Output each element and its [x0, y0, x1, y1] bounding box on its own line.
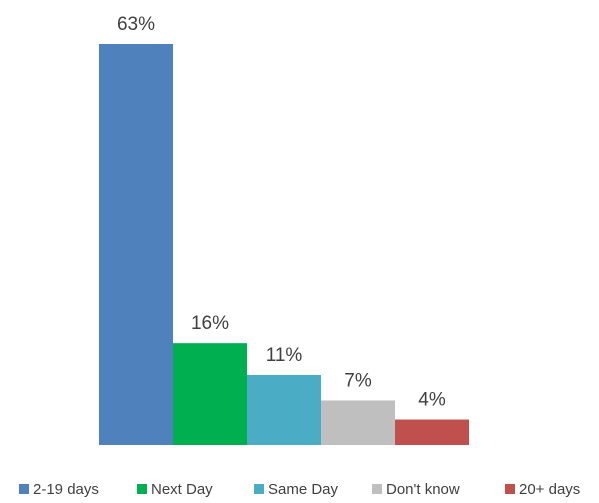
bar-don-t-know: [321, 400, 395, 445]
bars-group: [99, 44, 469, 445]
legend-label-next-day: Next Day: [151, 481, 213, 498]
legend-swatch-same-day: [254, 484, 264, 494]
data-label-2-19-days: 63%: [117, 14, 155, 35]
data-label-don-t-know: 7%: [344, 370, 372, 391]
legend-label-2-19-days: 2-19 days: [33, 481, 99, 498]
data-label-20-days: 4%: [418, 390, 446, 411]
legend-swatch-next-day: [137, 484, 147, 494]
legend-item-don-t-know: Don't know: [372, 481, 460, 498]
legend-item-same-day: Same Day: [254, 481, 339, 498]
bar-20-days: [395, 419, 469, 445]
bar-2-19-days: [99, 44, 173, 445]
data-labels-group: 63% 16% 11% 7% 4%: [117, 14, 446, 411]
legend-label-same-day: Same Day: [268, 481, 339, 498]
legend: 2-19 days Next Day Same Day Don't know 20+ d…: [19, 481, 580, 498]
bar-same-day: [247, 374, 321, 445]
legend-swatch-don-t-know: [372, 484, 382, 494]
legend-item-next-day: Next Day: [137, 481, 213, 498]
data-label-next-day: 16%: [191, 313, 229, 334]
legend-label-20-days: 20+ days: [519, 481, 580, 498]
legend-item-2-19-days: 2-19 days: [19, 481, 99, 498]
legend-label-don-t-know: Don't know: [386, 481, 460, 498]
bar-next-day: [173, 343, 247, 445]
legend-swatch-2-19-days: [19, 484, 29, 494]
legend-item-20-days: 20+ days: [505, 481, 580, 498]
legend-swatch-20-days: [505, 484, 515, 494]
data-label-same-day: 11%: [266, 345, 303, 366]
